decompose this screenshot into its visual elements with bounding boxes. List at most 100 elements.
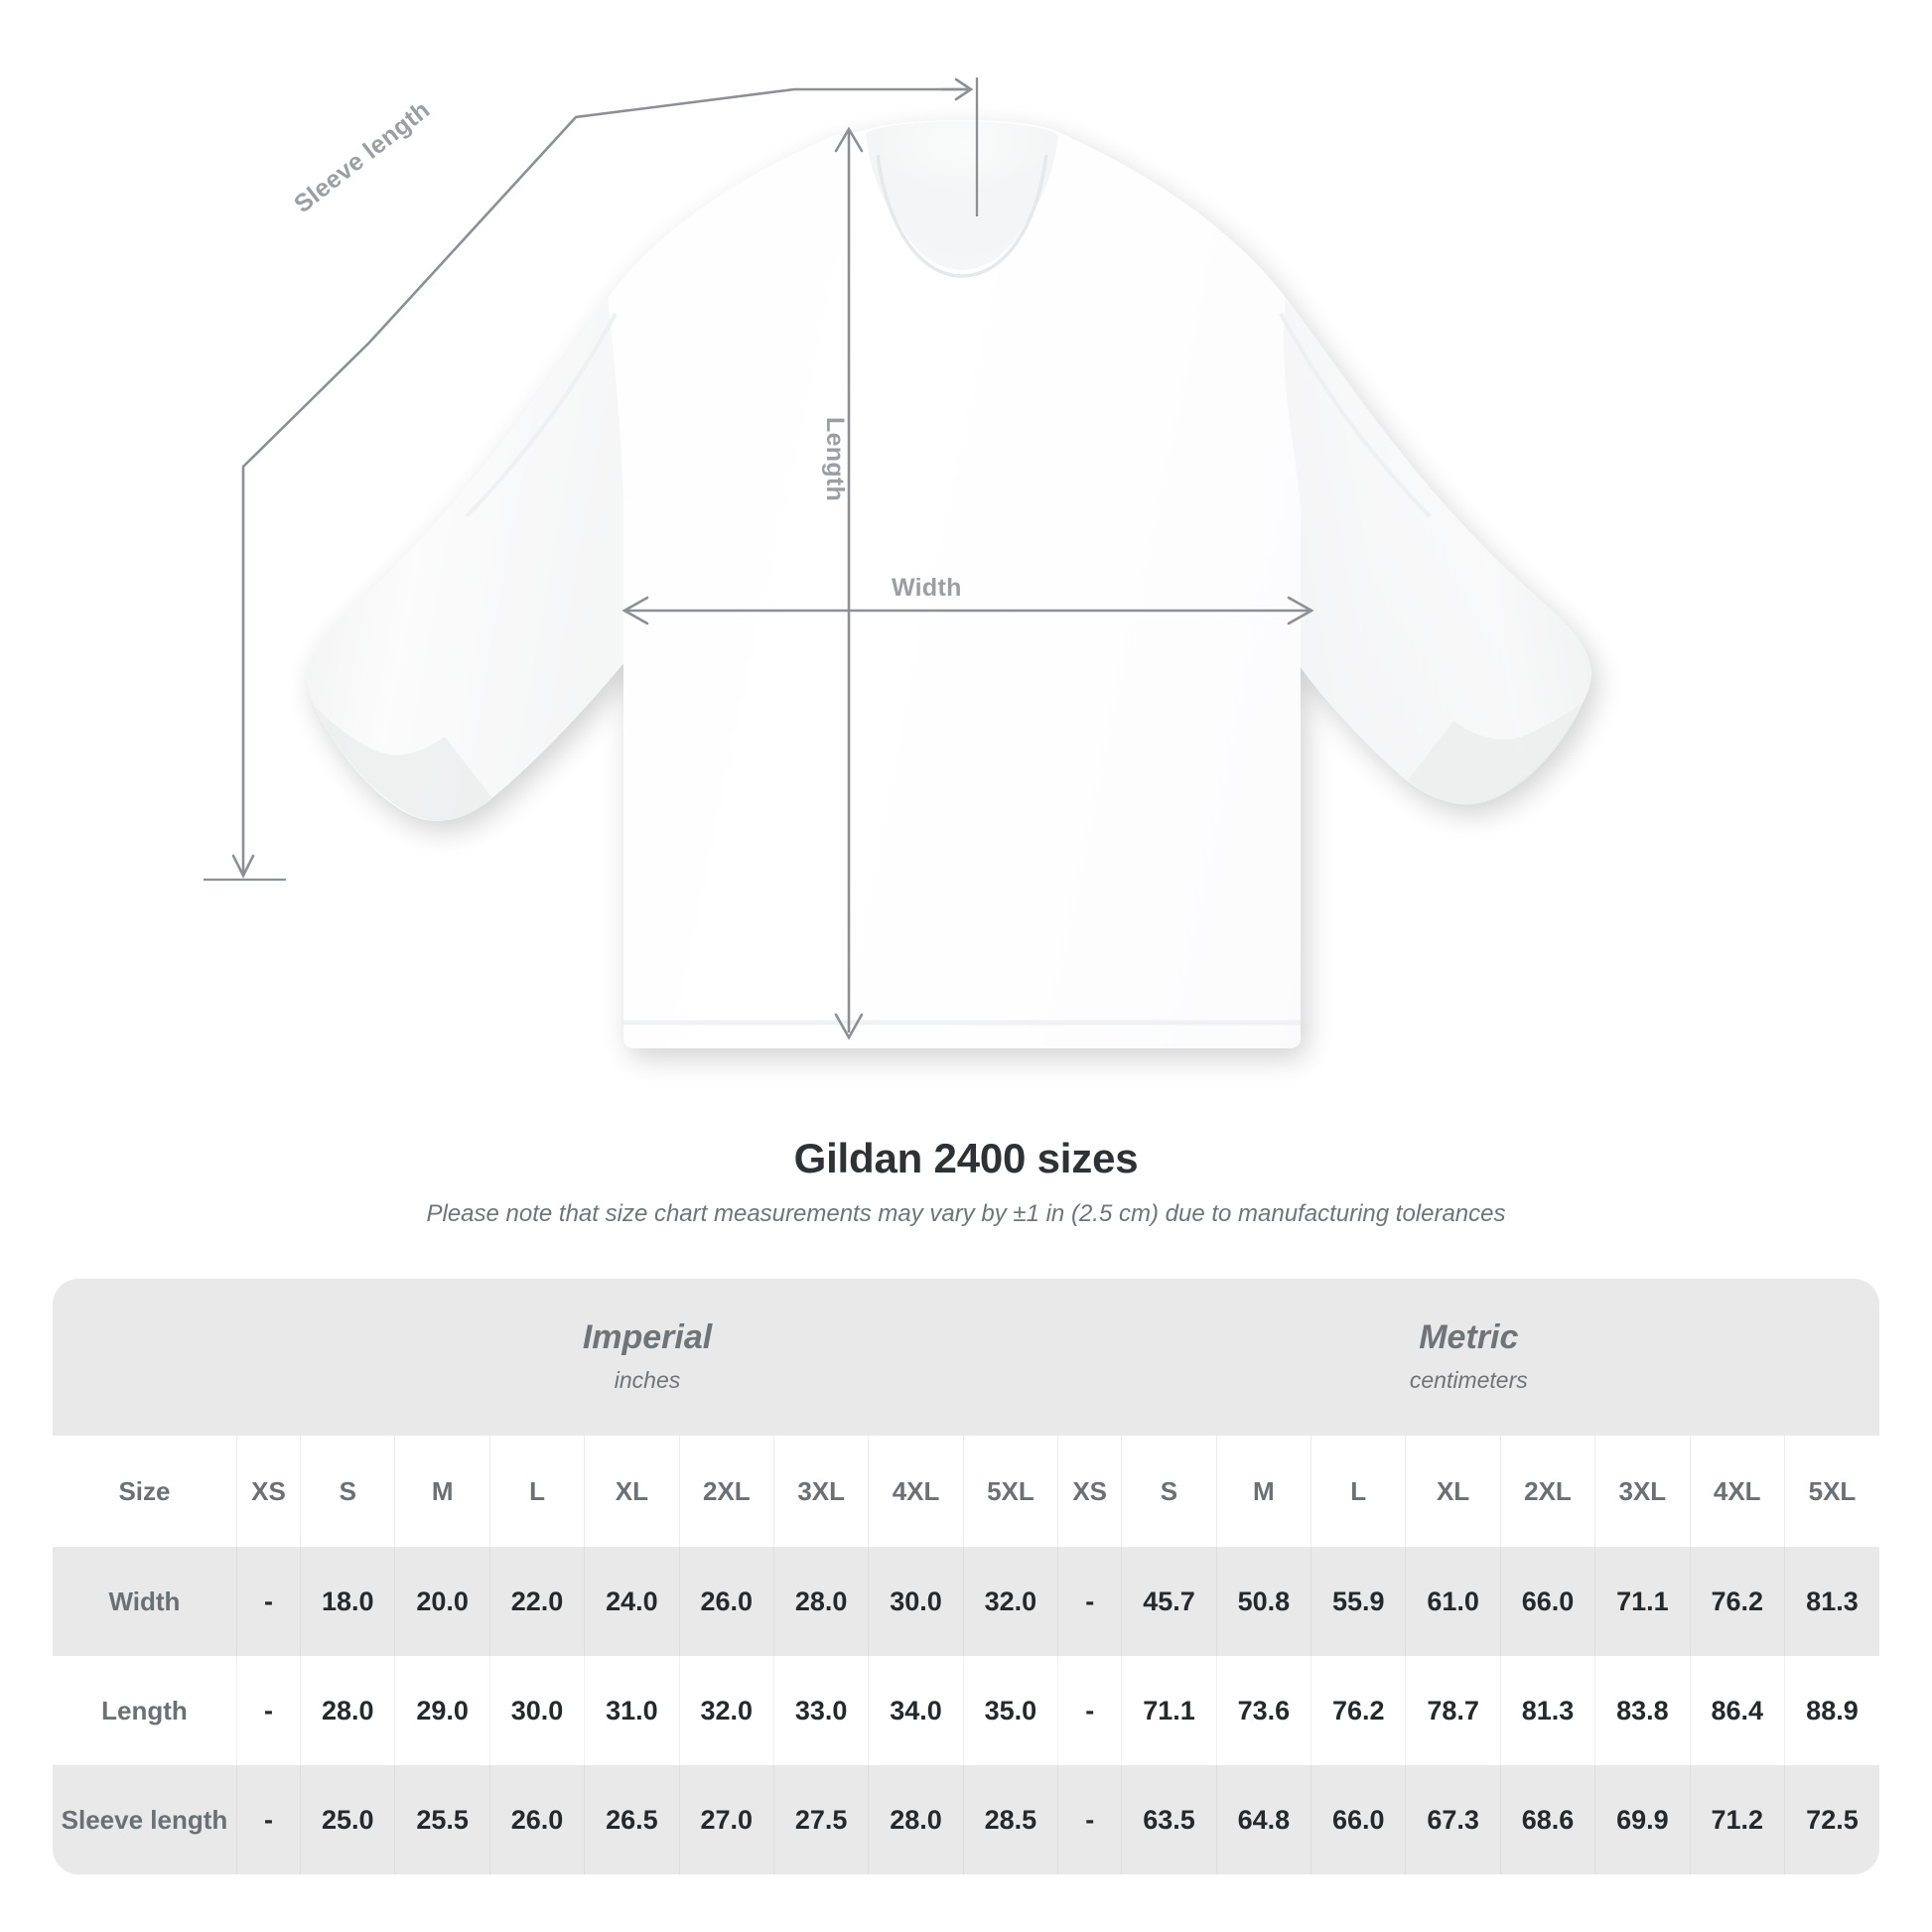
tolerance-note: Please note that size chart measurements… bbox=[426, 1200, 1506, 1227]
size-header-metric-l: L bbox=[1311, 1436, 1406, 1547]
cell-sleeve-length-imperial-4xl: 28.0 bbox=[868, 1765, 964, 1874]
cell-width-metric-m: 50.8 bbox=[1215, 1547, 1311, 1656]
size-header-metric-4xl: 4XL bbox=[1689, 1436, 1785, 1547]
cell-sleeve-length-imperial-xs: - bbox=[235, 1765, 301, 1874]
cell-length-imperial-xl: 31.0 bbox=[584, 1656, 680, 1765]
cell-sleeve-length-metric-3xl: 69.9 bbox=[1594, 1765, 1691, 1874]
cell-sleeve-length-imperial-s: 25.0 bbox=[300, 1765, 395, 1874]
cell-sleeve-length-metric-xl: 67.3 bbox=[1405, 1765, 1501, 1874]
cell-length-imperial-xs: - bbox=[235, 1656, 301, 1765]
unit-banner-spacer bbox=[53, 1279, 237, 1436]
cell-length-metric-l: 76.2 bbox=[1311, 1656, 1406, 1765]
cell-sleeve-length-metric-s: 63.5 bbox=[1121, 1765, 1217, 1874]
cell-length-imperial-m: 29.0 bbox=[394, 1656, 490, 1765]
size-header-imperial-4xl: 4XL bbox=[868, 1436, 964, 1547]
cell-sleeve-length-imperial-5xl: 28.5 bbox=[962, 1765, 1058, 1874]
cell-length-imperial-3xl: 33.0 bbox=[772, 1656, 869, 1765]
shirt-shape bbox=[308, 120, 1591, 1048]
cell-sleeve-length-metric-m: 64.8 bbox=[1215, 1765, 1311, 1874]
cell-length-metric-5xl: 88.9 bbox=[1783, 1656, 1879, 1765]
size-header-metric-xs: XS bbox=[1057, 1436, 1122, 1547]
cell-width-metric-2xl: 66.0 bbox=[1499, 1547, 1595, 1656]
size-header-row: Size XS S M L XL 2XL 3XL 4XL 5XL XS S M L XL 2XL 3XL 4XL 5… bbox=[53, 1436, 1879, 1547]
size-header-metric-xl: XL bbox=[1405, 1436, 1501, 1547]
cell-length-metric-xl: 78.7 bbox=[1405, 1656, 1501, 1765]
row-label-length: Length bbox=[53, 1656, 237, 1765]
table-row: Width -18.0 20.0 22.0 24.0 26.0 28.0 30.0 32.0-4… bbox=[53, 1547, 1879, 1656]
size-header-imperial-xs: XS bbox=[235, 1436, 301, 1547]
cell-length-imperial-s: 28.0 bbox=[300, 1656, 395, 1765]
cell-width-imperial-xl: 24.0 bbox=[584, 1547, 680, 1656]
cell-sleeve-length-metric-xs: - bbox=[1057, 1765, 1122, 1874]
cell-length-imperial-2xl: 32.0 bbox=[678, 1656, 774, 1765]
size-header-imperial-5xl: 5XL bbox=[962, 1436, 1058, 1547]
cell-width-metric-xl: 61.0 bbox=[1405, 1547, 1501, 1656]
garment-illustration-svg bbox=[204, 77, 1591, 1048]
size-header-metric-s: S bbox=[1121, 1436, 1217, 1547]
cell-length-imperial-4xl: 34.0 bbox=[868, 1656, 964, 1765]
title-block: Gildan 2400 sizes Please note that size … bbox=[0, 1135, 1932, 1228]
cell-width-imperial-m: 20.0 bbox=[394, 1547, 490, 1656]
cell-length-metric-4xl: 86.4 bbox=[1689, 1656, 1785, 1765]
cell-width-metric-l: 55.9 bbox=[1311, 1547, 1406, 1656]
cell-length-metric-xs: - bbox=[1057, 1656, 1122, 1765]
measurement-guides bbox=[204, 77, 1314, 1040]
width-dimension-label: Width bbox=[892, 574, 962, 602]
cell-length-imperial-5xl: 35.0 bbox=[962, 1656, 1058, 1765]
cell-sleeve-length-metric-2xl: 68.6 bbox=[1499, 1765, 1595, 1874]
unit-group-subtitle: inches bbox=[614, 1367, 681, 1394]
size-header-imperial-m: M bbox=[394, 1436, 490, 1547]
cell-sleeve-length-imperial-3xl: 27.5 bbox=[772, 1765, 869, 1874]
size-header-imperial-2xl: 2XL bbox=[678, 1436, 774, 1547]
cell-width-imperial-5xl: 32.0 bbox=[962, 1547, 1058, 1656]
cell-sleeve-length-metric-5xl: 72.5 bbox=[1783, 1765, 1879, 1874]
cell-width-metric-s: 45.7 bbox=[1121, 1547, 1217, 1656]
cell-width-imperial-3xl: 28.0 bbox=[772, 1547, 869, 1656]
cell-length-metric-s: 71.1 bbox=[1121, 1656, 1217, 1765]
cell-sleeve-length-metric-l: 66.0 bbox=[1311, 1765, 1406, 1874]
table-row: Sleeve length -25.0 25.5 26.0 26.5 27.0 27.5 28… bbox=[53, 1765, 1879, 1874]
size-header-imperial-3xl: 3XL bbox=[772, 1436, 869, 1547]
cell-length-imperial-l: 30.0 bbox=[488, 1656, 585, 1765]
size-header-metric-m: M bbox=[1215, 1436, 1311, 1547]
cell-sleeve-length-imperial-2xl: 27.0 bbox=[678, 1765, 774, 1874]
cell-sleeve-length-imperial-m: 25.5 bbox=[394, 1765, 490, 1874]
unit-group-name: Imperial bbox=[582, 1317, 713, 1356]
size-header-metric-5xl: 5XL bbox=[1783, 1436, 1879, 1547]
cell-width-metric-3xl: 71.1 bbox=[1594, 1547, 1691, 1656]
cell-width-metric-4xl: 76.2 bbox=[1689, 1547, 1785, 1656]
cell-length-metric-3xl: 83.8 bbox=[1594, 1656, 1691, 1765]
cell-length-metric-m: 73.6 bbox=[1215, 1656, 1311, 1765]
garment-diagram: Sleeve length Length Width bbox=[204, 77, 1591, 1048]
size-column-header: Size bbox=[53, 1436, 237, 1547]
unit-group-name: Metric bbox=[1419, 1317, 1519, 1356]
cell-width-metric-xs: - bbox=[1057, 1547, 1122, 1656]
unit-group-subtitle: centimeters bbox=[1409, 1367, 1528, 1394]
unit-group-metric: Metric centimeters bbox=[1057, 1279, 1879, 1436]
row-label-sleeve-length: Sleeve length bbox=[53, 1765, 237, 1874]
cell-sleeve-length-metric-4xl: 71.2 bbox=[1689, 1765, 1785, 1874]
size-chart-table: Imperial inches Metric centimeters Size XS S M L… bbox=[53, 1279, 1879, 1874]
size-header-imperial-s: S bbox=[300, 1436, 395, 1547]
size-header-imperial-xl: XL bbox=[584, 1436, 680, 1547]
size-header-metric-3xl: 3XL bbox=[1594, 1436, 1691, 1547]
cell-width-imperial-2xl: 26.0 bbox=[678, 1547, 774, 1656]
size-header-metric-2xl: 2XL bbox=[1499, 1436, 1595, 1547]
row-label-width: Width bbox=[53, 1547, 237, 1656]
cell-width-imperial-s: 18.0 bbox=[300, 1547, 395, 1656]
cell-width-imperial-xs: - bbox=[235, 1547, 301, 1656]
size-header-imperial-l: L bbox=[488, 1436, 585, 1547]
table-row: Length -28.0 29.0 30.0 31.0 32.0 33.0 34.0 35.0-… bbox=[53, 1656, 1879, 1765]
cell-length-metric-2xl: 81.3 bbox=[1499, 1656, 1595, 1765]
sleeve-length-guide bbox=[241, 87, 795, 874]
page-title: Gildan 2400 sizes bbox=[793, 1135, 1139, 1181]
unit-banner-row: Imperial inches Metric centimeters bbox=[53, 1279, 1879, 1436]
length-dimension-label: Length bbox=[821, 417, 849, 502]
cell-width-imperial-4xl: 30.0 bbox=[868, 1547, 964, 1656]
size-table: Imperial inches Metric centimeters Size XS S M L… bbox=[53, 1279, 1879, 1874]
cell-width-imperial-l: 22.0 bbox=[488, 1547, 585, 1656]
cell-sleeve-length-imperial-l: 26.0 bbox=[488, 1765, 585, 1874]
cell-width-metric-5xl: 81.3 bbox=[1783, 1547, 1879, 1656]
cell-sleeve-length-imperial-xl: 26.5 bbox=[584, 1765, 680, 1874]
unit-group-imperial: Imperial inches bbox=[236, 1279, 1058, 1436]
